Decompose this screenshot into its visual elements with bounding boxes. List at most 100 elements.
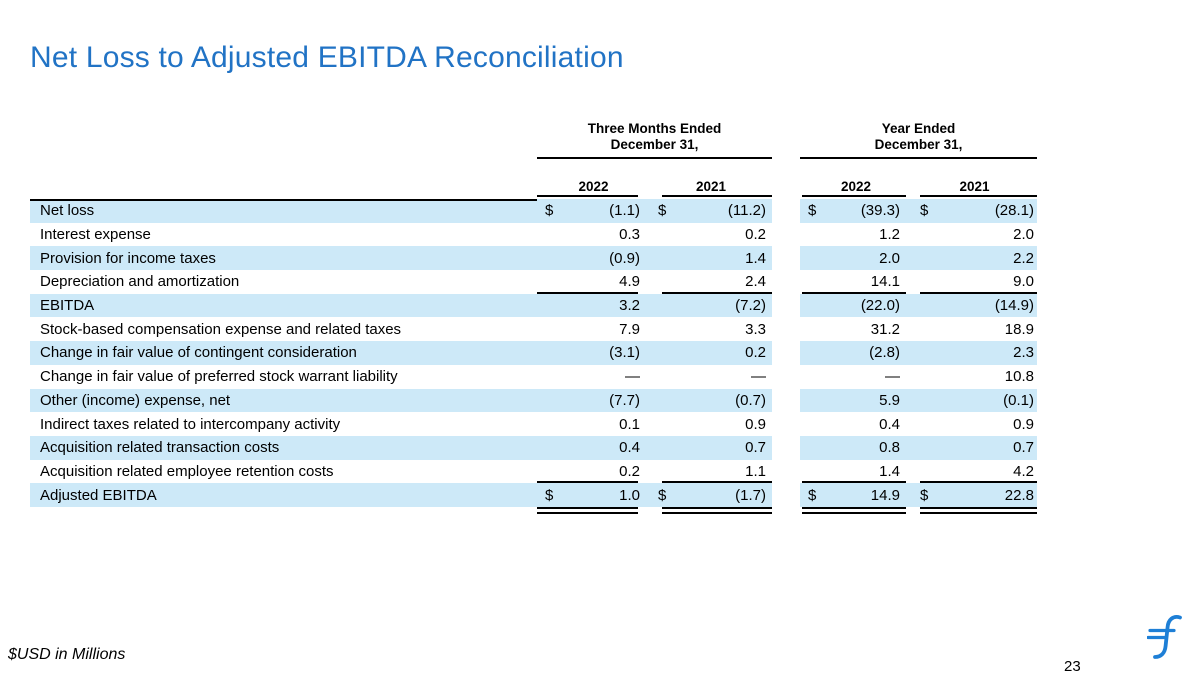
value-cell: $ (28.1) [912, 199, 1037, 223]
cell-value: 10.8 [1004, 368, 1034, 386]
cell-value: 14.9 [870, 486, 900, 504]
row-label: EBITDA [30, 293, 537, 318]
column-gap [772, 270, 800, 294]
cell-value: 2.3 [1013, 344, 1034, 362]
cell-value: 1.2 [879, 226, 900, 244]
value-cell: 1.1 [650, 460, 772, 484]
cell-value: 1.4 [879, 462, 900, 480]
currency-symbol: $ [808, 486, 817, 504]
value-cell: 18.9 [912, 317, 1037, 341]
value-cell: 0.8 [800, 435, 912, 460]
cell-value: — [625, 368, 640, 386]
cell-value: 4.9 [619, 273, 640, 291]
value-cell: 1.2 [800, 223, 912, 247]
column-gap [772, 317, 800, 341]
value-cell: 0.9 [912, 412, 1037, 436]
value-cell: $ (1.7) [650, 483, 772, 514]
value-cell: 2.0 [800, 246, 912, 271]
value-cell: 10.8 [912, 365, 1037, 389]
cell-value: (28.1) [994, 202, 1034, 220]
table-row: Depreciation and amortization 4.9 2.4 14.1 9… [30, 270, 1037, 294]
cell-value: (11.2) [727, 202, 766, 220]
cell-value: 0.7 [745, 439, 766, 457]
cell-value: (22.0) [860, 297, 900, 315]
row-label: Stock-based compensation expense and rel… [40, 320, 402, 338]
row-label: Acquisition related transaction costs [30, 435, 537, 460]
column-gap [772, 365, 800, 389]
value-cell: — [537, 365, 650, 389]
value-cell: $1.0 [537, 483, 650, 514]
value-cell: 1.4 [650, 246, 772, 271]
cell-value: 0.1 [619, 415, 640, 433]
cell-value: (1.1) [609, 202, 640, 220]
cell-value: 5.9 [879, 391, 900, 409]
value-cell: (7.7) [537, 388, 650, 413]
year-header: 2022 [800, 171, 912, 197]
table-row: Other (income) expense, net (7.7) (0.7) 5.9… [30, 388, 1037, 413]
group-header-line1: Three Months Ended [587, 121, 722, 136]
cell-value: 18.9 [1004, 320, 1034, 338]
value-cell: 0.7 [650, 435, 772, 460]
cell-value: 7.9 [619, 320, 640, 338]
cell-value: (0.7) [735, 391, 766, 409]
cell-value: (7.7) [609, 391, 640, 409]
value-cell: — [650, 365, 772, 389]
cell-value: 3.3 [745, 320, 766, 338]
table-row: Stock-based compensation expense and rel… [30, 317, 1037, 341]
group-header-line2: December 31, [610, 137, 699, 152]
table-body: Net loss $ (1.1) $ (11.2) $ (39.3) $ (28.1) Inter… [30, 199, 1037, 514]
value-cell: 7.9 [537, 317, 650, 341]
value-cell: $22.8 [912, 483, 1037, 514]
value-cell: (14.9) [912, 293, 1037, 318]
cell-value: 31.2 [870, 320, 900, 338]
table-row: Adjusted EBITDA $1.0 $ (1.7) $14.9 $22.8 [30, 483, 1037, 514]
table-row: Indirect taxes related to intercompany a… [30, 412, 1037, 436]
year-header: 2021 [650, 171, 772, 197]
table-row: Interest expense 0.3 0.2 1.2 2.0 [30, 223, 1037, 247]
cell-value: (0.9) [609, 249, 640, 267]
row-label: Interest expense [40, 226, 151, 244]
column-gap [772, 199, 800, 223]
value-cell: 0.4 [537, 435, 650, 460]
column-gap [772, 341, 800, 365]
cell-value: (14.9) [994, 297, 1034, 315]
cell-value: — [751, 368, 766, 386]
value-cell: 2.0 [912, 223, 1037, 247]
value-cell: 31.2 [800, 317, 912, 341]
forian-f-logo [1146, 613, 1187, 661]
column-gap [772, 121, 800, 159]
cell-value: 0.2 [745, 226, 766, 244]
cell-value: 1.4 [745, 249, 766, 267]
column-gap [772, 223, 800, 247]
value-cell: $14.9 [800, 483, 912, 514]
table-row: Change in fair value of contingent consi… [30, 341, 1037, 365]
value-cell: 0.2 [650, 223, 772, 247]
page-title: Net Loss to Adjusted EBITDA Reconciliati… [30, 41, 624, 74]
value-cell: 4.9 [537, 270, 650, 294]
value-cell: 3.2 [537, 293, 650, 318]
row-label: Indirect taxes related to intercompany a… [40, 415, 341, 433]
value-cell: 0.3 [537, 223, 650, 247]
cell-value: 0.9 [745, 415, 766, 433]
column-gap [772, 412, 800, 436]
year-header: 2022 [537, 171, 650, 197]
row-label: Net loss [30, 199, 537, 223]
value-cell: 9.0 [912, 270, 1037, 294]
cell-value: 14.1 [870, 273, 900, 291]
cell-value: (3.1) [609, 344, 640, 362]
currency-symbol: $ [545, 202, 554, 220]
column-gap [772, 246, 800, 271]
table-year-header-row: 2022 2021 2022 2021 [30, 171, 1037, 197]
table-row: Change in fair value of preferred stock … [30, 365, 1037, 389]
cell-value: 22.8 [1004, 486, 1034, 504]
value-cell: 2.4 [650, 270, 772, 294]
value-cell: (2.8) [800, 341, 912, 365]
value-cell: 0.2 [537, 460, 650, 484]
cell-value: 0.9 [1013, 415, 1034, 433]
value-cell: 2.3 [912, 341, 1037, 365]
value-cell: 5.9 [800, 388, 912, 413]
table-row: Acquisition related employee retention c… [30, 460, 1037, 484]
group-header-line2: December 31, [874, 137, 963, 152]
row-label: Other (income) expense, net [30, 388, 537, 413]
column-group-year-ended: Year Ended December 31, [800, 121, 1037, 159]
